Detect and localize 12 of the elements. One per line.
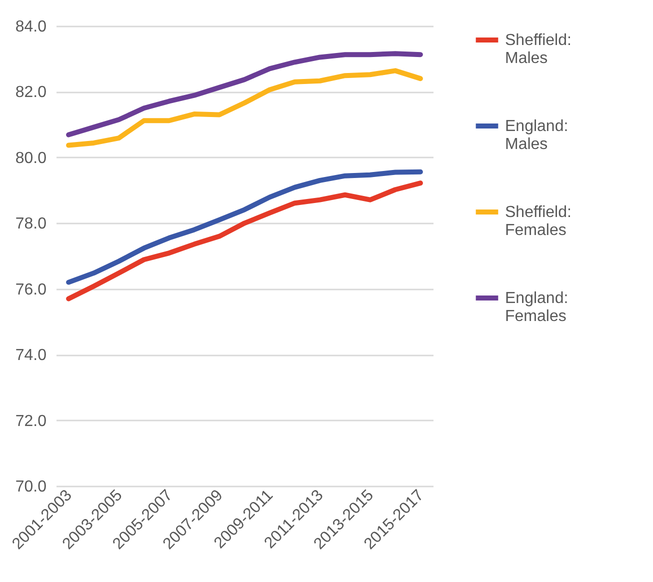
y-tick-label: 82.0 [15, 84, 47, 102]
legend-label: England: Males [505, 118, 568, 153]
y-tick-label: 72.0 [15, 412, 47, 430]
y-tick-label: 70.0 [15, 478, 47, 496]
y-tick-label: 74.0 [15, 347, 47, 364]
y-tick-label: 78.0 [15, 216, 47, 233]
legend-label: Sheffield: Males [505, 32, 572, 67]
y-tick-label: 80.0 [15, 150, 47, 167]
legend-label: Sheffield: Females [505, 204, 572, 239]
y-tick-label: 84.0 [15, 18, 47, 36]
legend-label: England: Females [505, 290, 568, 325]
y-tick-label: 76.0 [15, 281, 47, 298]
